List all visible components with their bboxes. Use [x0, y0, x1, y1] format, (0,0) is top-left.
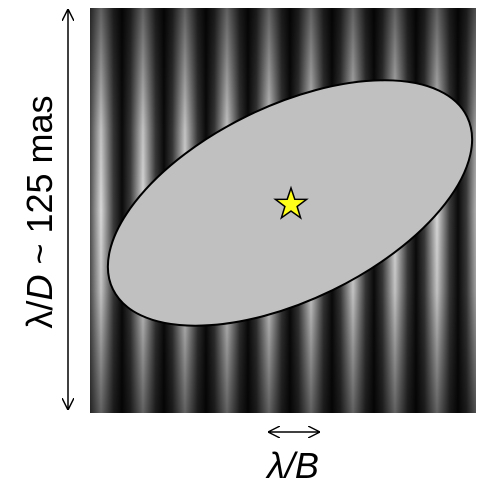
horizontal-label: λ/B: [265, 445, 319, 486]
label-part: ~ 125 mas: [19, 95, 60, 274]
label-part: λ/: [19, 301, 60, 329]
label-part: λ/: [265, 445, 299, 486]
label-part: D: [19, 275, 60, 301]
diagram: λ/D ~ 125 mas λ/B: [0, 0, 488, 486]
vertical-label: λ/D ~ 125 mas: [19, 95, 60, 328]
label-part: B: [295, 445, 319, 486]
page: λ/D ~ 125 mas λ/B (() => { const data = …: [0, 0, 488, 486]
